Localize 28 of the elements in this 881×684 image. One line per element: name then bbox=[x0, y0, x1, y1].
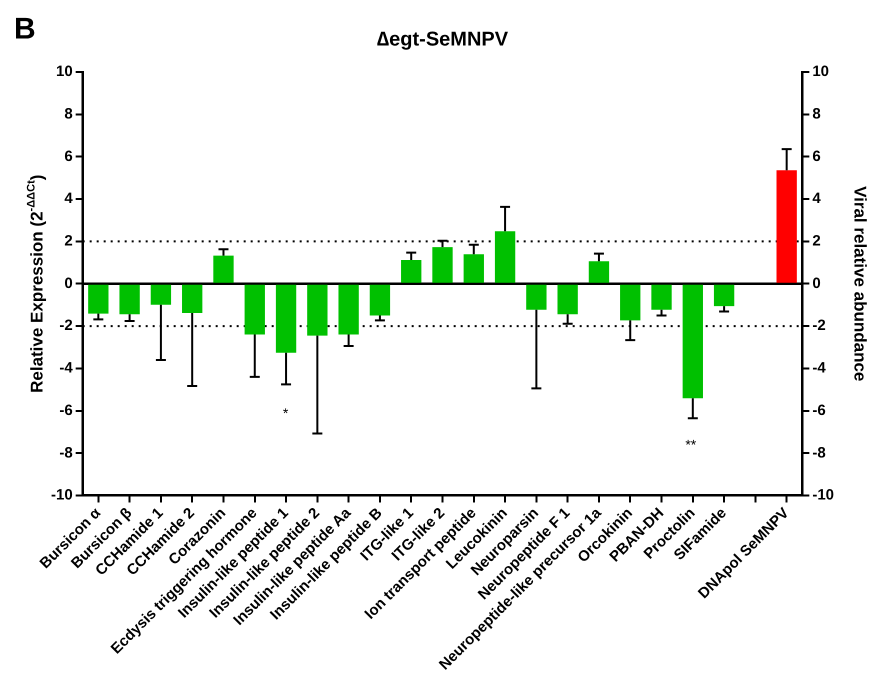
y2-tick-label: 4 bbox=[812, 190, 822, 208]
y-tick-label: -6 bbox=[59, 402, 73, 419]
y-tick-label: -2 bbox=[59, 317, 73, 334]
y-axis-title: Relative Expression (2-ΔΔCt) bbox=[25, 174, 47, 393]
y2-tick-label: 10 bbox=[812, 63, 830, 80]
y2-tick-label: 8 bbox=[812, 105, 821, 122]
annotation: ** bbox=[685, 436, 697, 452]
y-tick-label: -10 bbox=[50, 486, 73, 504]
y-tick-label: -4 bbox=[59, 360, 74, 377]
y2-tick-label: -2 bbox=[812, 317, 826, 334]
y2-tick-label: 6 bbox=[812, 148, 821, 165]
y-tick-label: 2 bbox=[64, 232, 73, 250]
y2-tick-label: -4 bbox=[812, 360, 826, 377]
annotation: * bbox=[282, 405, 289, 422]
y2-tick-label: -6 bbox=[812, 402, 826, 419]
y2-tick-label: -8 bbox=[812, 444, 826, 462]
y2-axis-title: Viral relative abundance bbox=[850, 186, 870, 382]
y-tick-label: -8 bbox=[59, 444, 73, 462]
text: B bbox=[14, 12, 36, 46]
y-tick-label: 6 bbox=[64, 148, 73, 165]
y2-tick-label: 0 bbox=[812, 274, 821, 292]
y2-tick-label: 2 bbox=[812, 232, 821, 250]
y-tick-label: 0 bbox=[64, 274, 73, 292]
y-tick-label: 4 bbox=[64, 190, 74, 208]
y-tick-label: 8 bbox=[64, 105, 73, 122]
y-tick-label: 10 bbox=[56, 63, 73, 80]
chart-title: ∆egt-SeMNPV bbox=[376, 28, 509, 51]
y2-tick-label: -10 bbox=[812, 486, 834, 504]
